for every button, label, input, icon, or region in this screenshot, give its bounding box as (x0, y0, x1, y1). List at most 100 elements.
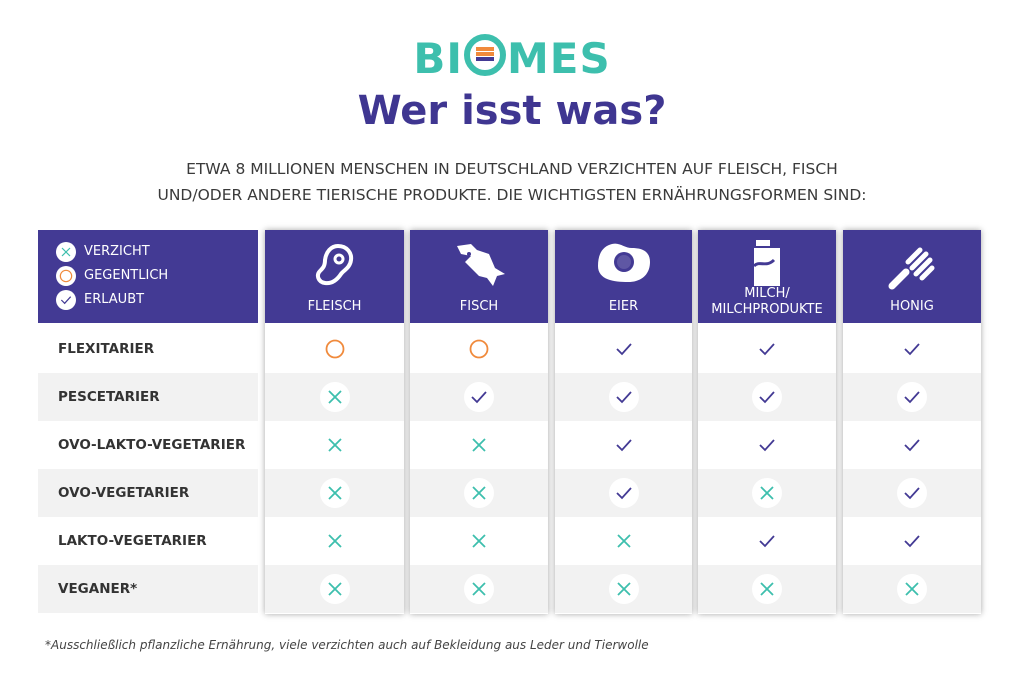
table-cell (555, 517, 692, 565)
page-title: Wer isst was? (357, 88, 667, 134)
subtitle: ETWA 8 MILLIONEN MENSCHEN IN DEUTSCHLAND… (0, 156, 1024, 208)
column-header: FLEISCH (265, 230, 404, 323)
cross-icon (752, 478, 782, 508)
cross-icon (609, 526, 639, 556)
table-cell (843, 325, 981, 373)
cross-icon (319, 382, 350, 412)
cross-icon (319, 478, 350, 508)
row-label: VEGANER* (38, 565, 258, 613)
table-cell (555, 421, 692, 469)
row-label: FLEXITARIER (58, 341, 155, 357)
column-header: MILCH/MILCHPRODUKTE (698, 230, 836, 323)
logo-text: MES (506, 34, 611, 83)
check-icon (609, 334, 639, 364)
check-icon (608, 382, 639, 412)
table-cell (698, 373, 836, 421)
table-cell (410, 421, 548, 469)
table-cell (410, 517, 548, 565)
table-cell (698, 517, 836, 565)
table-cell (555, 565, 692, 613)
cross-icon (897, 574, 927, 604)
table-row: OVO-LAKTO-VEGETARIER (38, 421, 982, 469)
legend-item: GEGENTLICH (56, 266, 168, 286)
footnote: *Ausschließlich pflanzliche Ernährung, v… (45, 638, 649, 652)
table-row: LAKTO-VEGETARIER (38, 517, 982, 565)
check-icon (897, 430, 927, 460)
table-cell (843, 565, 981, 613)
table-cell (265, 373, 404, 421)
cross-icon (320, 526, 350, 556)
column-header: HONIG (843, 230, 981, 323)
table-cell (698, 469, 836, 517)
subtitle-line: UND/ODER ANDERE TIERISCHE PRODUKTE. DIE … (157, 186, 867, 204)
circle-icon (464, 334, 494, 364)
column-label: HONIG (890, 299, 934, 314)
column-label: FLEISCH (307, 299, 362, 314)
table-cell (410, 469, 548, 517)
table-cell (698, 421, 836, 469)
legend-item: ERLAUBT (56, 290, 144, 310)
check-icon (897, 478, 927, 508)
logo-o-icon (463, 34, 506, 76)
check-icon (752, 334, 782, 364)
table-cell (265, 565, 404, 613)
table-cell (410, 325, 548, 373)
table-cell (265, 469, 404, 517)
cross-icon (464, 526, 494, 556)
column-label: FISCH (459, 299, 499, 314)
biomes-logo: BI MES (0, 34, 1024, 83)
circle-icon (56, 266, 76, 286)
table-row: FLEXITARIER (38, 325, 982, 373)
table-cell (843, 469, 981, 517)
cross-icon (56, 242, 76, 262)
row-label: OVO-VEGETARIER (38, 469, 258, 517)
table-cell (555, 325, 692, 373)
check-icon (56, 290, 76, 310)
cross-icon (319, 574, 350, 604)
cross-icon (608, 574, 639, 604)
logo-text: BI (413, 34, 463, 83)
table-cell (698, 565, 836, 613)
column-header: EIER (555, 230, 692, 323)
table-row: PESCETARIER (38, 373, 982, 421)
table-cell (265, 517, 404, 565)
column-label: EIER (608, 299, 639, 314)
circle-icon (320, 334, 350, 364)
table-cell (410, 373, 548, 421)
check-icon (609, 430, 639, 460)
table-cell (698, 325, 836, 373)
legend-label: ERLAUBT (84, 292, 145, 307)
check-icon (897, 382, 927, 412)
column-header: FISCH (410, 230, 548, 323)
table-cell (843, 517, 981, 565)
check-icon (897, 334, 927, 364)
table-cell (555, 469, 692, 517)
table-cell (265, 325, 404, 373)
check-icon (464, 382, 494, 412)
table-cell (843, 421, 981, 469)
table-cell (265, 421, 404, 469)
cross-icon (464, 574, 494, 604)
legend: VERZICHT GEGENTLICH ERLAUBT (38, 230, 258, 323)
cross-icon (464, 478, 494, 508)
check-icon (752, 430, 782, 460)
row-label: OVO-LAKTO-VEGETARIER (58, 437, 246, 453)
legend-label: GEGENTLICH (84, 268, 169, 283)
cross-icon (320, 430, 350, 460)
row-label: PESCETARIER (38, 373, 258, 421)
cross-icon (464, 430, 494, 460)
table-cell (410, 565, 548, 613)
table-cell (555, 373, 692, 421)
legend-item: VERZICHT (56, 242, 150, 262)
check-icon (752, 526, 782, 556)
check-icon (608, 478, 639, 508)
check-icon (897, 526, 927, 556)
row-label: LAKTO-VEGETARIER (58, 533, 207, 549)
table-row: VEGANER* (38, 565, 982, 613)
subtitle-line: ETWA 8 MILLIONEN MENSCHEN IN DEUTSCHLAND… (186, 160, 838, 178)
table-row: OVO-VEGETARIER (38, 469, 982, 517)
check-icon (752, 382, 782, 412)
legend-label: VERZICHT (84, 244, 150, 259)
cross-icon (752, 574, 782, 604)
table-cell (843, 373, 981, 421)
